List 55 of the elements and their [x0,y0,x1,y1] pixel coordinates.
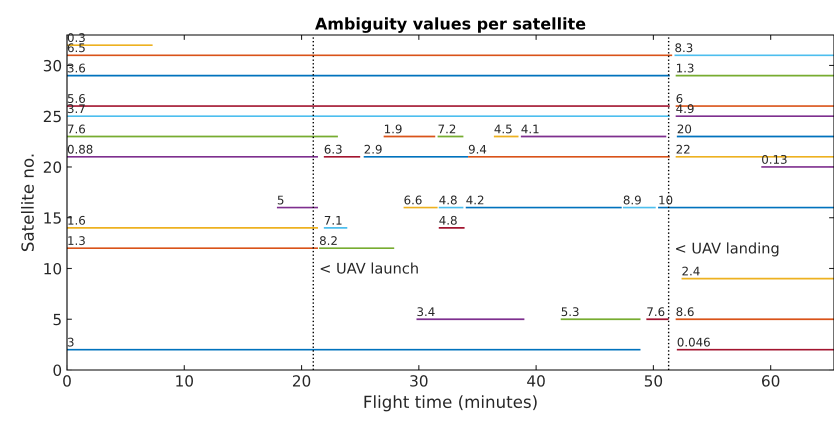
y-tick-label: 5 [54,314,61,326]
annotation: 0.88 [68,144,92,154]
annotation: 4.2 [466,196,484,204]
annotation: 4.5 [494,124,512,134]
annotation: 5 [278,196,284,204]
ref-line-label: < UAV launch [320,262,418,274]
x-tick-label: 40 [527,375,545,387]
annotation: 4.8 [439,216,457,225]
annotation: 2.4 [682,266,700,276]
x-tick-label: 60 [762,375,780,387]
annotation: 1.3 [676,64,694,73]
annotation: 7.2 [438,124,456,134]
annotation: 7.1 [324,216,342,225]
annotation: 4.8 [439,196,457,204]
annotation: 7.6 [647,307,664,316]
x-tick-label: 10 [176,375,193,387]
y-tick-label: 10 [44,262,62,275]
annotation: 10 [659,196,672,204]
annotation: 0.3 [68,33,85,42]
annotation: 6 [676,94,682,103]
x-axis-title: Flight time (minutes) [364,395,537,412]
annotation: 5.3 [562,307,579,316]
annotation: 1.9 [384,124,402,134]
annotation: 9.4 [468,144,486,154]
annotation: 2.9 [364,144,382,154]
x-tick-label: 30 [410,375,428,387]
y-tick-label: 15 [44,212,61,224]
y-tick-label: 0 [53,364,62,376]
annotation: 7.6 [68,124,86,134]
annotation: 1.6 [68,216,86,225]
y-axis-title: Satellite no. [21,154,34,252]
annotation: 0.046 [678,338,710,347]
annotation: 5.6 [68,94,86,103]
ref-line-label: < UAV landing [676,242,778,256]
annotation: 6.6 [404,196,422,204]
annotation: 8.3 [675,43,692,52]
annotation: 3 [68,338,74,347]
y-tick-label: 30 [44,60,62,72]
annotation: 20 [678,124,692,134]
x-tick-label: 50 [644,375,662,387]
annotation: 4.1 [521,124,539,134]
annotation: 1.3 [68,236,85,246]
y-tick-label: 25 [44,110,61,122]
x-tick-label: 20 [292,375,310,387]
annotation: 8.9 [624,196,641,204]
annotation: 8.6 [676,307,694,316]
y-tick-label: 20 [44,161,62,173]
annotation: 0.13 [762,154,787,164]
annotation: 3.6 [68,64,86,73]
annotation: 6.3 [324,144,342,154]
annotation: 22 [676,144,690,154]
x-tick-label: 0 [63,375,71,387]
annotation: 3.4 [417,307,435,316]
chart-title: Ambiguity values per satellite [315,17,586,33]
annotation: 8.2 [320,236,337,246]
